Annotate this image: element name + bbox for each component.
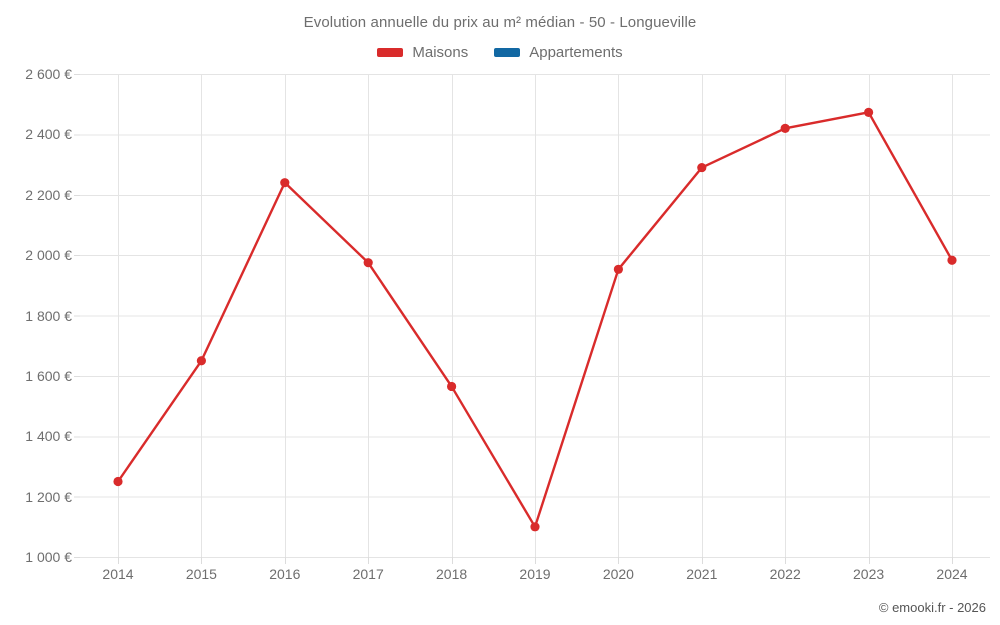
chart-legend: Maisons Appartements — [0, 44, 1000, 61]
y-axis-tick-label: 2 600 € — [25, 66, 72, 82]
y-axis-tick-label: 1 400 € — [25, 428, 72, 445]
legend-item-appartements[interactable]: Appartements — [494, 44, 623, 61]
data-point-maisons[interactable] — [196, 356, 206, 366]
y-axis-tick-label: 2 400 € — [25, 126, 72, 143]
plot-svg — [74, 74, 990, 564]
x-axis-tick-label: 2023 — [853, 566, 885, 582]
y-axis-labels: 2 600 € 2 400 € 2 200 € 2 000 € 1 800 € 1 600… — [0, 66, 72, 565]
legend-label-appartements: Appartements — [529, 44, 623, 61]
y-axis-tick-label: 2 200 € — [25, 186, 72, 203]
x-axis-tick-label: 2015 — [185, 566, 217, 582]
x-axis-tick-label: 2018 — [436, 566, 468, 582]
data-point-maisons[interactable] — [530, 522, 540, 532]
legend-swatch-maisons — [377, 48, 404, 57]
credit-text: © emooki.fr - 2026 — [878, 600, 986, 615]
y-axis-tick-label: 1 800 € — [25, 307, 72, 324]
x-axis-tick-label: 2016 — [269, 566, 301, 582]
data-point-maisons[interactable] — [864, 107, 874, 117]
chart-title: Evolution annuelle du prix au m² médian … — [303, 14, 697, 31]
data-point-maisons[interactable] — [613, 264, 624, 274]
x-axis-labels: 2014 2015 2016 2017 2018 2019 2020 2021 2022 2023… — [80, 566, 990, 588]
x-axis-tick-label: 2020 — [602, 566, 634, 582]
data-point-maisons[interactable] — [947, 255, 957, 265]
plot-area — [74, 74, 990, 564]
data-point-maisons[interactable] — [113, 476, 123, 487]
data-point-maisons[interactable] — [697, 162, 707, 173]
legend-label-maisons: Maisons — [412, 44, 469, 61]
x-axis-tick-label: 2017 — [352, 566, 384, 582]
grid-lines — [74, 74, 990, 564]
x-axis-tick-label: 2022 — [769, 566, 801, 582]
x-axis-tick-label: 2019 — [519, 566, 551, 582]
data-point-maisons[interactable] — [363, 258, 373, 268]
y-axis-tick-label: 1 200 € — [25, 488, 72, 505]
x-axis-tick-label: 2024 — [936, 566, 968, 582]
y-axis-tick-label: 2 000 € — [25, 247, 72, 264]
legend-swatch-appartements — [494, 48, 521, 57]
x-axis-tick-label: 2021 — [686, 566, 718, 582]
data-point-maisons[interactable] — [447, 381, 457, 392]
y-axis-tick-label: 1 600 € — [25, 367, 72, 384]
y-axis-tick-label: 1 000 € — [25, 549, 72, 565]
data-point-maisons[interactable] — [280, 178, 290, 188]
legend-item-maisons[interactable]: Maisons — [377, 44, 468, 61]
series-points — [113, 107, 957, 532]
data-point-maisons[interactable] — [780, 123, 790, 133]
x-axis-tick-label: 2014 — [102, 566, 134, 582]
